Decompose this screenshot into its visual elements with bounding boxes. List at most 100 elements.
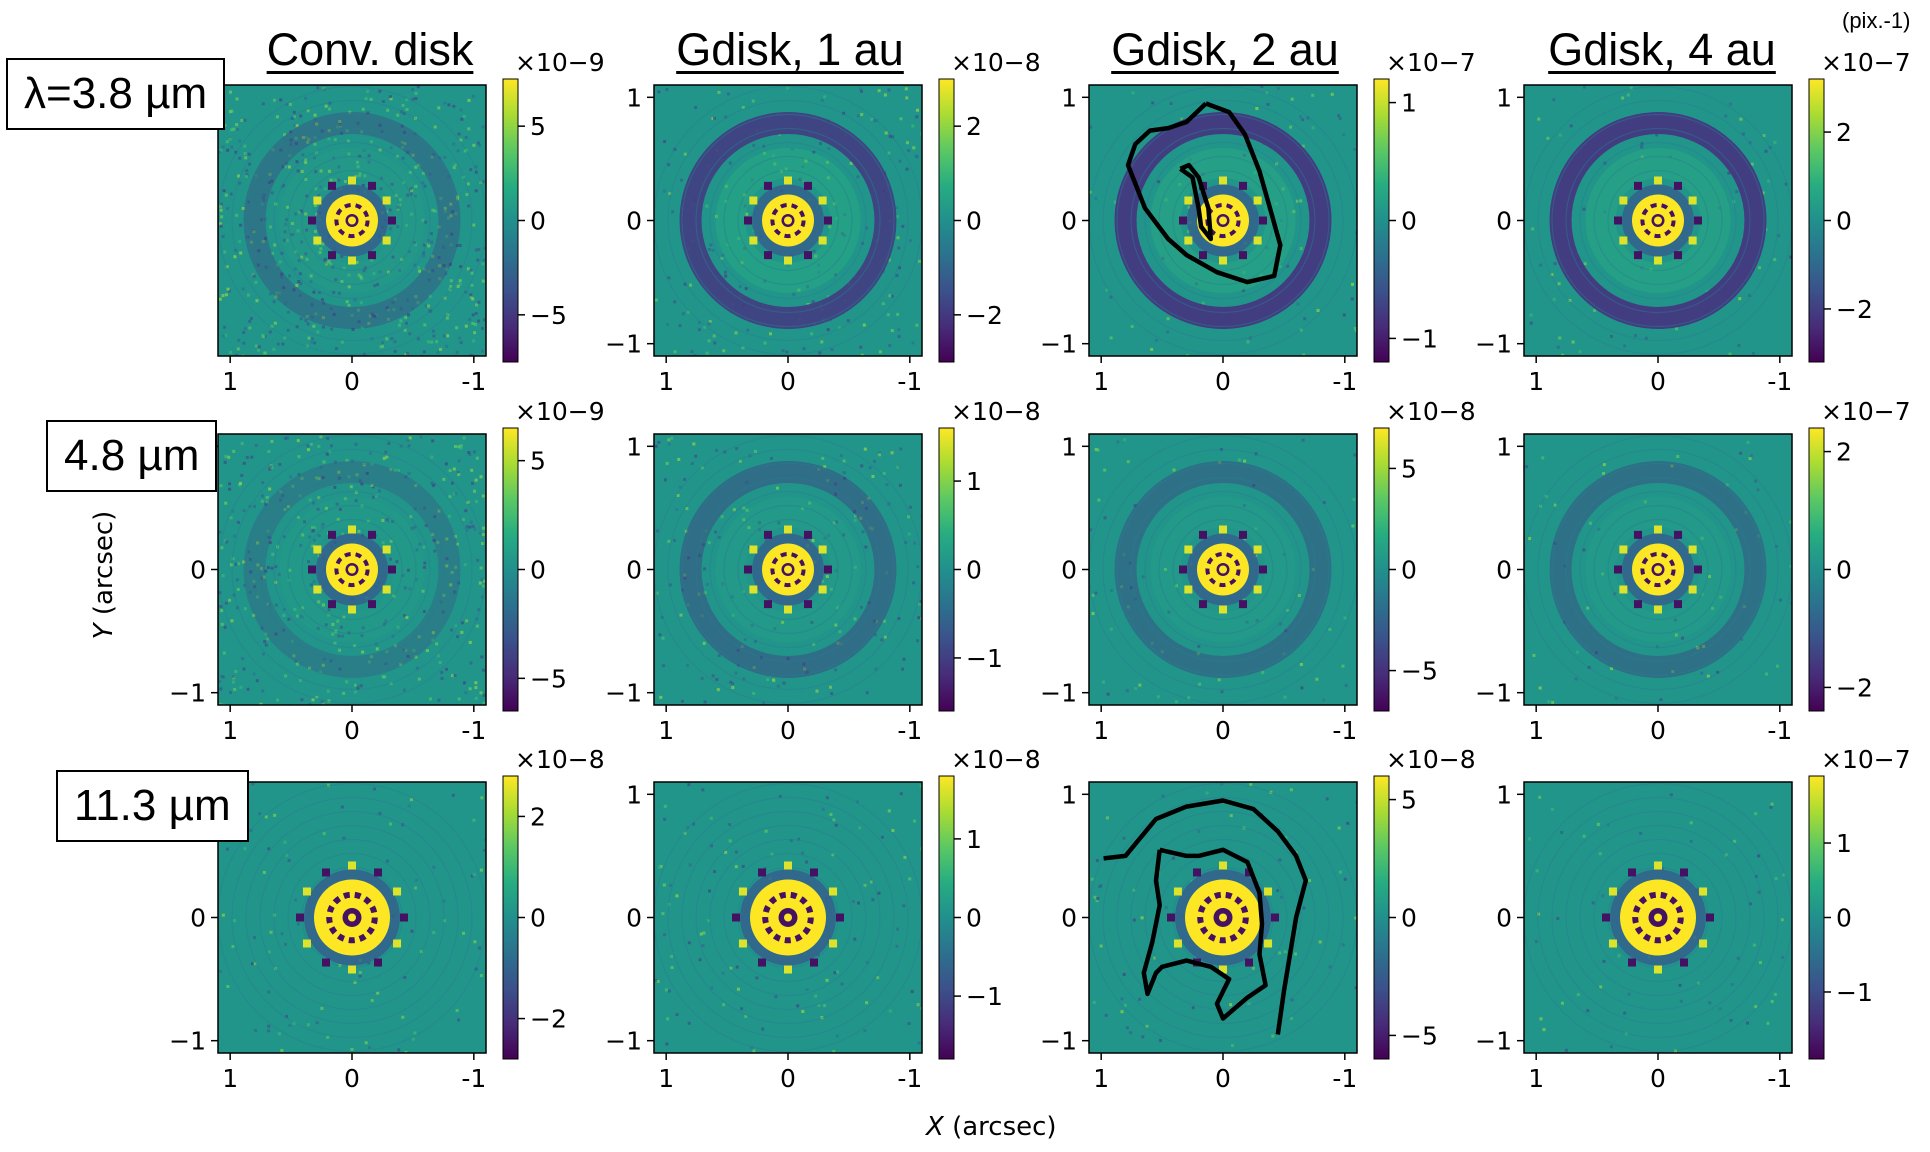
noise-speckle <box>271 251 275 255</box>
psf-speckle <box>818 585 827 594</box>
noise-speckle <box>267 1024 271 1028</box>
diffraction-ring <box>695 824 881 1011</box>
noise-speckle <box>825 978 829 982</box>
noise-speckle <box>1311 93 1315 97</box>
y-tick-label: −1 <box>605 679 642 708</box>
noise-speckle <box>442 264 446 268</box>
noise-speckle <box>370 462 374 466</box>
noise-speckle <box>1634 334 1638 338</box>
noise-speckle <box>838 630 842 634</box>
noise-speckle <box>902 657 906 661</box>
noise-speckle <box>266 529 270 533</box>
noise-speckle <box>720 256 724 260</box>
noise-speckle <box>389 227 393 231</box>
noise-speckle <box>457 473 461 477</box>
diffraction-ring <box>1144 490 1302 649</box>
noise-speckle <box>248 319 252 323</box>
noise-speckle <box>670 966 674 970</box>
diffraction-ring <box>695 476 881 663</box>
noise-speckle <box>1095 899 1099 903</box>
diffraction-ring <box>1579 141 1737 300</box>
noise-speckle <box>1754 812 1758 816</box>
noise-speckle <box>305 228 309 232</box>
noise-speckle <box>692 442 696 446</box>
noise-speckle <box>287 578 291 582</box>
noise-speckle <box>1773 140 1777 144</box>
noise-speckle <box>345 458 349 462</box>
noise-speckle <box>748 454 752 458</box>
psf-peak <box>784 565 792 574</box>
noise-speckle <box>1764 672 1768 676</box>
noise-speckle <box>747 526 751 530</box>
noise-speckle <box>444 209 448 213</box>
noise-speckle <box>326 689 330 693</box>
noise-speckle <box>1289 125 1293 129</box>
noise-speckle <box>321 242 325 246</box>
noise-speckle <box>665 461 669 465</box>
noise-speckle <box>457 697 461 701</box>
noise-speckle <box>431 533 435 537</box>
noise-speckle <box>321 316 325 320</box>
noise-speckle <box>875 620 879 624</box>
colorbar-tick-label: 0 <box>1836 556 1852 585</box>
noise-speckle <box>1341 943 1345 947</box>
noise-speckle <box>459 341 463 345</box>
noise-speckle <box>431 631 435 635</box>
noise-speckle <box>382 456 386 460</box>
y-tick-label: −1 <box>1475 330 1512 359</box>
colorbar-tick-label: −5 <box>1401 1021 1438 1050</box>
noise-speckle <box>477 946 481 950</box>
y-tick-label: −1 <box>605 1027 642 1056</box>
noise-speckle <box>319 247 323 251</box>
noise-speckle <box>1551 700 1555 704</box>
noise-speckle <box>384 662 388 666</box>
noise-speckle <box>431 329 435 333</box>
noise-speckle <box>887 809 891 813</box>
noise-speckle <box>1742 605 1746 609</box>
noise-speckle <box>367 160 371 164</box>
noise-speckle <box>702 543 706 547</box>
noise-speckle <box>764 829 768 833</box>
psf-speckle <box>400 913 408 922</box>
noise-speckle <box>239 685 243 689</box>
psf-speckle <box>1674 181 1682 190</box>
noise-speckle <box>1237 458 1241 462</box>
noise-speckle <box>445 234 449 238</box>
noise-speckle <box>361 650 365 654</box>
noise-speckle <box>417 163 421 167</box>
noise-speckle <box>360 325 364 329</box>
noise-speckle <box>818 351 822 355</box>
noise-speckle <box>414 655 418 659</box>
noise-speckle <box>437 256 441 260</box>
noise-speckle <box>1164 906 1168 910</box>
noise-speckle <box>481 668 485 672</box>
psf-dark-ring <box>770 551 806 588</box>
noise-speckle <box>370 483 374 487</box>
noise-speckle <box>254 443 258 447</box>
noise-speckle <box>863 1029 867 1033</box>
noise-speckle <box>468 687 472 691</box>
noise-speckle <box>262 193 266 197</box>
noise-speckle <box>264 643 268 647</box>
noise-speckle <box>444 272 448 276</box>
noise-speckle <box>316 507 320 511</box>
noise-speckle <box>673 147 677 151</box>
noise-speckle <box>284 161 288 165</box>
noise-speckle <box>732 508 736 512</box>
noise-speckle <box>371 314 375 318</box>
noise-speckle <box>341 634 345 638</box>
noise-speckle <box>1229 814 1233 818</box>
noise-speckle <box>474 189 478 193</box>
noise-speckle <box>263 351 267 355</box>
noise-speckle <box>447 103 451 107</box>
noise-speckle <box>313 142 317 146</box>
noise-speckle <box>402 613 406 617</box>
noise-speckle <box>917 616 921 620</box>
noise-speckle <box>419 950 423 954</box>
noise-speckle <box>405 108 409 112</box>
planet-contour <box>1103 798 1309 1035</box>
noise-speckle <box>297 210 301 214</box>
noise-speckle <box>449 284 453 288</box>
noise-speckle <box>1251 966 1255 970</box>
psf-speckle <box>308 216 316 225</box>
